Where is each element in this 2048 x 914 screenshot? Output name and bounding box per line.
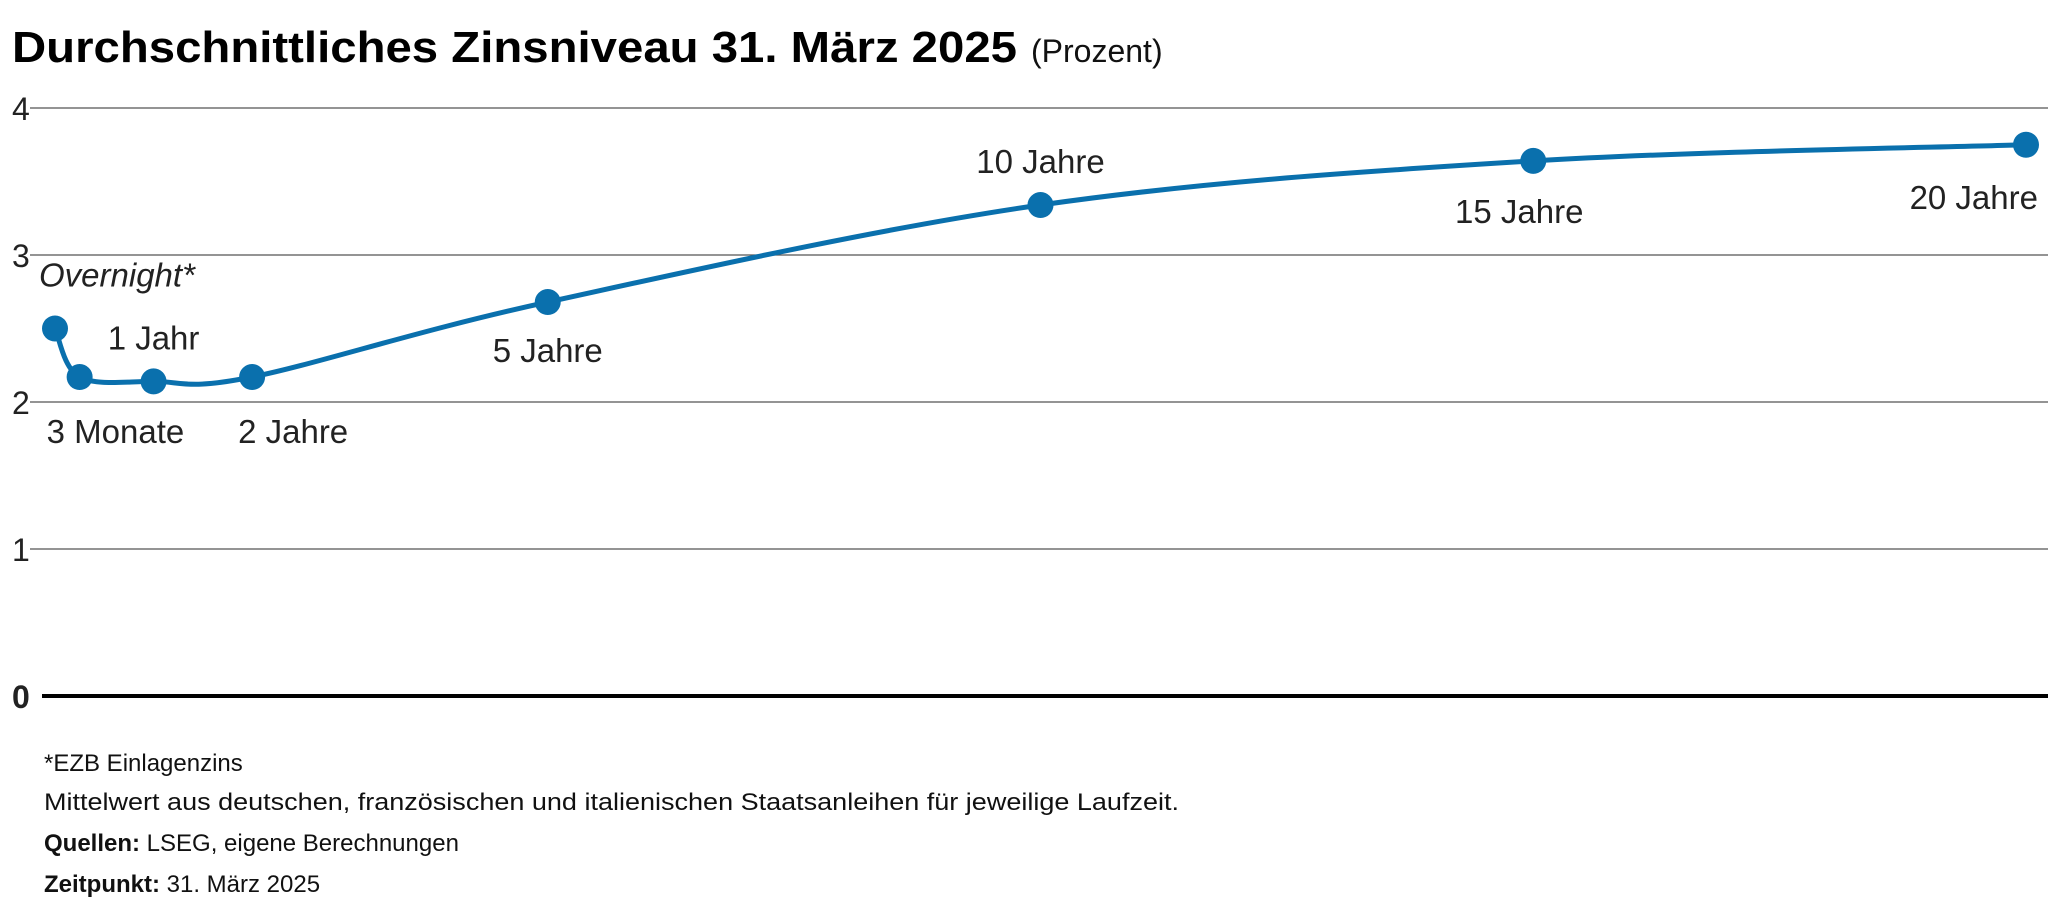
y-tick-label: 2 [12, 385, 30, 421]
data-point [2013, 131, 2039, 158]
y-tick-label: 4 [12, 91, 30, 127]
y-axis-ticks: 0 1 2 3 4 [12, 91, 30, 715]
data-point [1520, 147, 1547, 174]
point-label: 2 Jahre [238, 413, 348, 450]
point-label: Overnight* [39, 257, 196, 294]
y-tick-label: 0 [12, 679, 30, 715]
point-label: 20 Jahre [1910, 179, 2038, 216]
footnote-method: Mittelwert aus deutschen, französischen … [44, 789, 1179, 816]
gridlines [30, 107, 2048, 698]
data-point [1027, 192, 1054, 219]
point-labels: Overnight* 3 Monate 1 Jahr 2 Jahre 5 Jahre 10… [39, 143, 2038, 450]
data-point [534, 289, 561, 316]
chart-title: Durchschnittliches Zinsniveau 31. März 2… [12, 23, 1163, 72]
y-tick-label: 3 [12, 238, 30, 274]
data-point [66, 364, 93, 391]
point-label: 3 Monate [47, 413, 185, 450]
footer: *EZB Einlagenzins Mittelwert aus deutsch… [44, 750, 1179, 898]
footnote-ezb: *EZB Einlagenzins [44, 750, 243, 777]
point-label: 10 Jahre [976, 143, 1104, 180]
data-point [140, 368, 167, 395]
data-point [42, 315, 68, 342]
timestamp: Zeitpunkt: 31. März 2025 [44, 871, 320, 898]
data-point [239, 364, 266, 391]
y-tick-label: 1 [12, 532, 30, 568]
point-label: 1 Jahr [108, 319, 200, 356]
sources: Quellen: LSEG, eigene Berechnungen [44, 830, 459, 857]
series-line [52, 142, 2027, 387]
data-points [42, 131, 2039, 395]
point-label: 5 Jahre [493, 332, 603, 369]
point-label: 15 Jahre [1455, 193, 1583, 230]
